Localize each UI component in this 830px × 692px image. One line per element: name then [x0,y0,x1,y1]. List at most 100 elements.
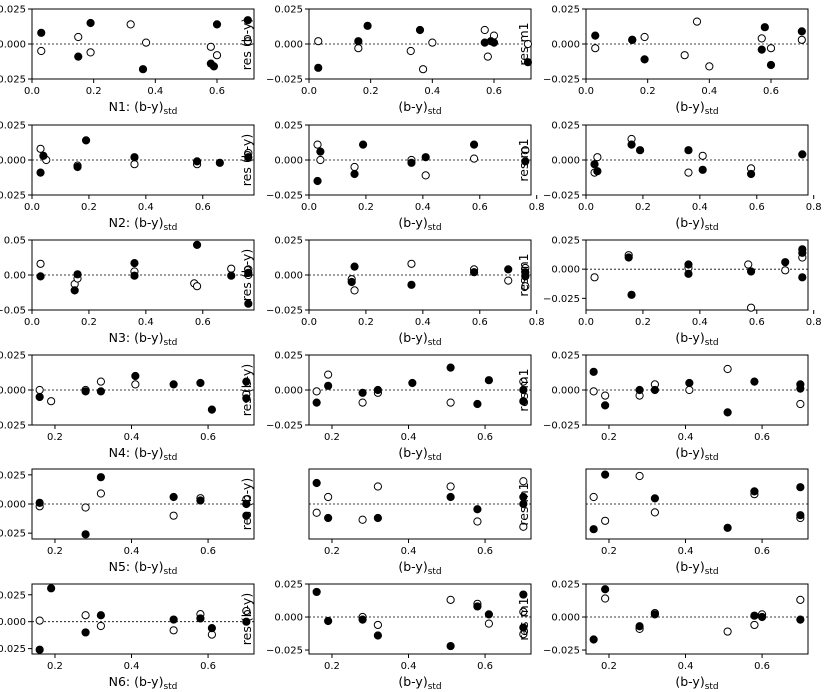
open-point [446,398,455,407]
filled-point [446,641,455,651]
open-point [483,52,492,61]
filled-point [590,160,599,169]
filled-point [70,286,79,295]
filled-point [130,259,139,268]
open-point [141,38,151,47]
filled-point [130,271,139,280]
open-point [446,595,455,604]
filled-point [316,147,325,156]
x-tick-label: 0.6 [754,546,770,557]
filled-point [628,35,637,44]
axes-frame [585,468,809,540]
x-tick-label: 0.2 [47,432,63,443]
open-point [684,168,693,177]
x-tick-label: 0.2 [324,432,340,443]
filled-point [473,399,482,409]
x-tick-label: 0.4 [147,86,163,97]
filled-point [796,380,805,389]
filled-point [521,272,530,281]
filled-point [36,168,45,177]
filled-point [81,530,90,539]
filled-point [312,478,321,488]
y-axis-label: res m1 [516,368,531,411]
x-axis-label: (b-y)std [398,559,441,577]
filled-point [73,270,82,279]
filled-point [212,20,222,29]
filled-point [650,610,659,619]
y-tick-label: 0.025 [0,351,26,362]
filled-point [47,584,56,593]
filled-point [421,153,430,162]
filled-point [209,62,219,71]
y-tick-label: −0.025 [266,421,303,432]
x-tick-label: 0.2 [324,661,340,672]
open-point [86,48,95,57]
open-point [350,286,359,295]
filled-point [130,153,139,162]
y-tick-label: 0.00 [4,271,26,282]
filled-point [324,616,333,626]
filled-point [473,505,482,514]
x-tick-label: 0.0 [24,86,40,97]
x-tick-label: 0.0 [578,202,594,213]
y-tick-label: −0.025 [543,421,580,432]
filled-point [684,260,693,269]
open-point [635,471,644,481]
filled-point [169,615,178,624]
open-point [324,370,333,379]
filled-point [169,492,178,502]
x-axis-label: N4: (b-y)std [109,445,178,463]
x-tick-label: 0.6 [477,661,493,672]
open-point [796,595,805,604]
x-axis-label: (b-y)std [398,445,441,463]
filled-point [81,387,90,396]
filled-point [624,253,633,262]
filled-point [415,25,425,35]
x-axis-label: (b-y)std [398,330,441,348]
y-tick-label: 0.025 [274,121,303,132]
open-point [650,508,659,517]
open-point [206,42,215,51]
x-tick-label: 0.4 [415,202,431,213]
filled-point [746,169,756,179]
y-tick-label: −0.025 [543,75,580,86]
filled-point [589,367,598,376]
y-axis-label: res (b-y) [239,593,254,645]
filled-point [354,37,363,46]
filled-point [723,523,732,532]
filled-point [169,380,178,389]
filled-point [760,23,769,32]
open-point [428,38,437,47]
open-point [169,511,178,520]
y-tick-label: −0.025 [543,191,580,202]
filled-point [196,496,205,505]
x-tick-label: 0.0 [301,86,317,97]
y-axis-label: res (b-y) [239,18,254,70]
x-tick-label: 0.2 [358,202,374,213]
filled-point [227,271,236,280]
filled-point [242,394,251,403]
y-axis-label: res (b-y) [239,478,254,530]
filled-point [314,63,323,72]
filled-point [796,615,805,624]
y-tick-label: −0.025 [266,75,303,86]
x-tick-label: 0.6 [477,546,493,557]
x-tick-label: 0.6 [472,202,488,213]
x-tick-label: 0.4 [124,546,140,557]
filled-point [589,635,598,644]
panel-n2-2: 0.0 0.2 0.4 0.6 0.8 −0.025 0.000 0.025 res (b-y)… [239,121,545,234]
open-point [519,607,528,616]
filled-point [358,615,367,624]
open-point [192,282,202,291]
open-point [480,25,489,35]
filled-point [484,376,493,385]
open-point [96,377,105,386]
filled-point [244,153,253,162]
open-point [723,364,732,374]
filled-point [601,470,610,479]
filled-point [650,494,659,503]
open-point [685,385,694,395]
x-tick-label: 0.8 [529,317,545,328]
y-tick-label: 0.000 [551,40,580,51]
